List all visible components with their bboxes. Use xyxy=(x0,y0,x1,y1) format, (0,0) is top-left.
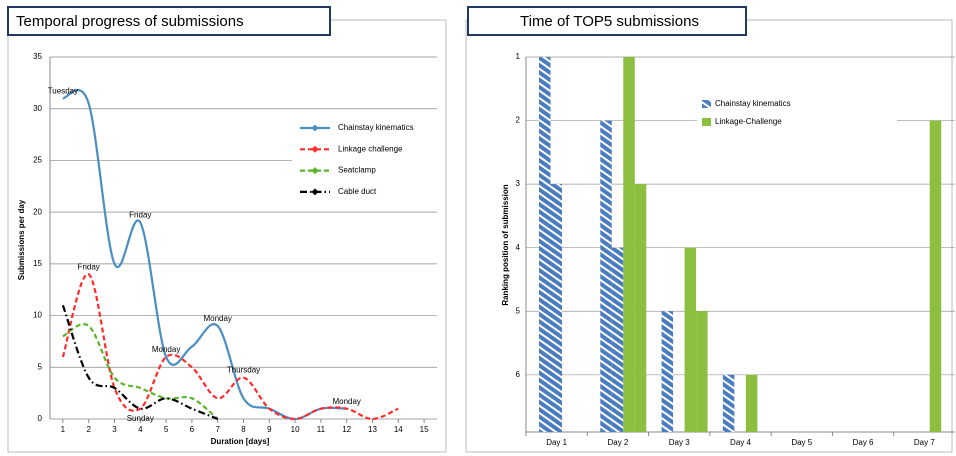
chart-title: Time of TOP5 submissions xyxy=(520,13,699,30)
legend-label: Seatclamp xyxy=(338,166,376,175)
annotation: Tuesday xyxy=(48,86,78,95)
x-tick-label: 5 xyxy=(164,425,169,434)
annotation: Thursday xyxy=(227,366,260,375)
line-series xyxy=(61,304,219,421)
x-tick-label: Day 1 xyxy=(546,438,567,447)
x-tick-label: 9 xyxy=(267,425,272,434)
x-tick-label: Day 7 xyxy=(914,438,935,447)
panel-frame xyxy=(7,19,447,453)
y-tick-label: 25 xyxy=(33,156,42,165)
legend-label: Linkage-Challenge xyxy=(715,117,782,126)
bar xyxy=(745,374,758,432)
x-tick-label: Day 4 xyxy=(730,438,751,447)
annotation: Friday xyxy=(78,262,100,271)
y-tick-label: 20 xyxy=(33,207,42,216)
y-tick-label: 4 xyxy=(516,243,521,252)
x-tick-label: Day 2 xyxy=(607,438,628,447)
y-tick-label: 3 xyxy=(516,179,521,188)
y-tick-label: 30 xyxy=(33,104,42,113)
annotation: Monday xyxy=(332,397,360,406)
legend-label: Cable duct xyxy=(338,187,377,196)
annotation: Monday xyxy=(203,314,231,323)
y-tick-label: 15 xyxy=(33,259,42,268)
x-tick-label: 12 xyxy=(342,425,351,434)
annotation: Monday xyxy=(152,345,180,354)
x-tick-label: Day 3 xyxy=(669,438,690,447)
legend-marker xyxy=(311,188,319,196)
x-tick-label: 14 xyxy=(394,425,403,434)
line-series xyxy=(62,323,219,420)
legend-marker xyxy=(311,145,319,153)
bar xyxy=(929,120,942,432)
legend-label: Chainstay kinematics xyxy=(338,123,414,132)
bar xyxy=(539,57,551,432)
y-tick-label: 5 xyxy=(38,362,43,371)
x-tick-label: 10 xyxy=(291,425,300,434)
x-tick-label: 15 xyxy=(420,425,429,434)
bar xyxy=(611,247,624,432)
x-tick-label: 6 xyxy=(190,425,195,434)
x-tick-label: 8 xyxy=(241,425,246,434)
y-tick-label: 0 xyxy=(38,414,43,423)
legend-label: Chainstay kinematics xyxy=(715,99,791,108)
x-tick-label: 2 xyxy=(86,425,91,434)
bar xyxy=(600,120,612,432)
legend-label: Linkage challenge xyxy=(338,144,403,153)
legend-marker xyxy=(311,167,319,175)
y-tick-label: 1 xyxy=(516,52,521,61)
x-tick-label: 4 xyxy=(138,425,143,434)
y-axis-title: Ranking position of submission xyxy=(501,184,510,305)
legend-box xyxy=(292,118,438,202)
y-tick-label: 2 xyxy=(516,116,521,125)
x-tick-label: 3 xyxy=(112,425,117,434)
x-tick-label: 7 xyxy=(215,425,220,434)
bar xyxy=(684,247,697,432)
legend-box xyxy=(697,96,897,128)
annotation: Friday xyxy=(129,211,151,220)
panel-frame xyxy=(465,19,953,453)
y-tick-label: 5 xyxy=(516,306,521,315)
x-tick-label: 11 xyxy=(317,425,326,434)
legend-marker xyxy=(311,124,319,132)
y-tick-label: 35 xyxy=(33,52,42,61)
bar xyxy=(634,184,647,432)
x-tick-label: 1 xyxy=(61,425,66,434)
bar xyxy=(550,184,562,432)
x-tick-label: Day 6 xyxy=(853,438,874,447)
x-tick-label: 13 xyxy=(368,425,377,434)
legend-swatch xyxy=(702,100,711,108)
chart-title: Temporal progress of submissions xyxy=(16,13,244,30)
x-axis-title: Duration [days] xyxy=(211,437,270,446)
line-series xyxy=(62,88,347,421)
bar xyxy=(696,311,708,432)
y-tick-label: 6 xyxy=(516,370,521,379)
y-tick-label: 10 xyxy=(33,311,42,320)
y-axis-title: Submissions per day xyxy=(17,199,26,280)
bar xyxy=(722,374,735,432)
line-series xyxy=(61,273,399,421)
title-box xyxy=(467,6,747,36)
bar xyxy=(661,311,674,432)
bar xyxy=(623,57,635,432)
annotation: Sunday xyxy=(127,414,154,423)
legend-swatch xyxy=(702,118,711,126)
title-box xyxy=(7,6,331,36)
x-tick-label: Day 5 xyxy=(791,438,812,447)
